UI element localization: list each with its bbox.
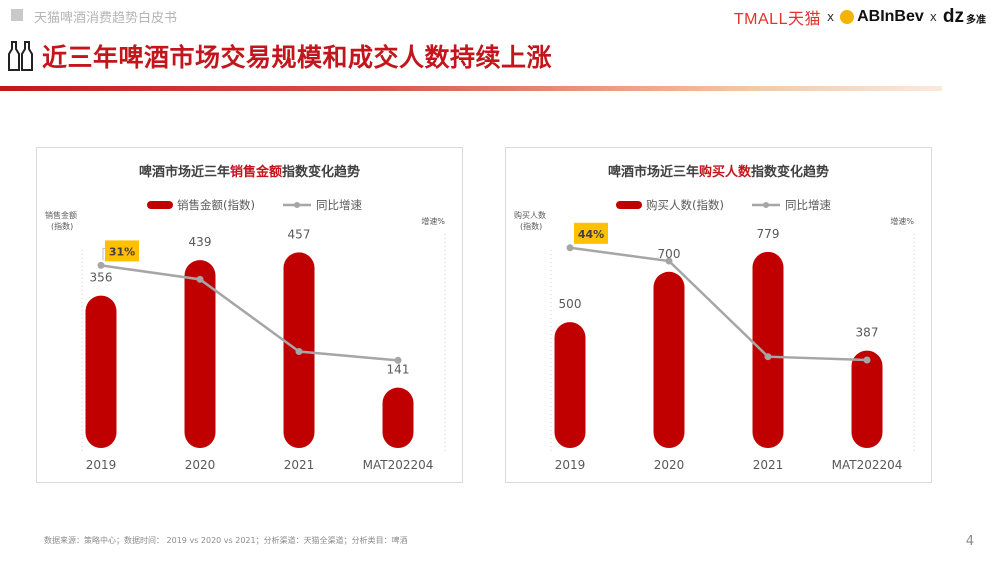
dz-logo-text: 多准 — [966, 15, 986, 26]
bar-value-label: 387 — [856, 326, 879, 340]
bar — [85, 295, 117, 448]
legend-swatch-bar — [616, 201, 642, 209]
partner-logos: TMALL天猫 x ABInBev x dz 多准 — [734, 5, 986, 29]
bar-value-label: 457 — [288, 227, 311, 241]
bar — [382, 387, 414, 448]
bar — [752, 251, 784, 448]
chart-title-highlight: 购买人数 — [699, 164, 752, 180]
legend-label-bar: 销售金额(指数) — [177, 198, 255, 212]
x-tick-label: 2020 — [654, 458, 685, 472]
growth-line — [569, 246, 868, 362]
growth-line-point — [863, 356, 871, 364]
buyers-index-chart-panel: 啤酒市场近三年购买人数指数变化趋势 购买人数(指数) 同比增速 购买人数 (指数) 增速%… — [505, 147, 932, 483]
growth-annotation-badge — [105, 240, 139, 262]
legend-marker-line — [763, 202, 769, 208]
logo-separator: x — [929, 10, 937, 24]
bar-value-label: 439 — [189, 235, 212, 249]
chart-title-prefix: 啤酒市场近三年 — [139, 164, 230, 180]
beer-bottles-icon — [8, 41, 33, 71]
legend-label-line: 同比增速 — [785, 198, 831, 212]
top-bar: 天猫啤酒消费趋势白皮书 TMALL天猫 x ABInBev x dz 多准 — [0, 0, 1000, 34]
y-axis-label-left: 购买人数 — [514, 210, 546, 220]
bar — [184, 260, 216, 448]
growth-line-point — [394, 356, 402, 364]
x-tick-label: 2019 — [86, 458, 117, 472]
chart-title-prefix: 啤酒市场近三年 — [608, 164, 699, 180]
chart-title-suffix: 指数变化趋势 — [751, 164, 829, 180]
x-tick-label: MAT202204 — [363, 458, 434, 472]
legend-label-bar: 购买人数(指数) — [646, 198, 724, 212]
chart-title-highlight: 销售金额 — [230, 164, 282, 180]
x-tick-label: 2020 — [185, 458, 216, 472]
growth-annotation-label: 31% — [109, 245, 135, 258]
chart-title: 啤酒市场近三年购买人数指数变化趋势 — [608, 164, 829, 180]
title-underline — [0, 86, 942, 91]
logo-separator: x — [826, 10, 835, 24]
x-tick-label: 2021 — [284, 458, 315, 472]
x-tick-label: 2021 — [753, 458, 784, 472]
growth-line — [100, 264, 399, 362]
y-axis-label-left-unit: (指数) — [520, 221, 542, 231]
growth-line-point — [97, 261, 105, 269]
bar — [653, 271, 685, 448]
sales-index-chart-panel: 啤酒市场近三年销售金额指数变化趋势 销售金额(指数) 同比增速 销售金额 (指数) 增速%… — [36, 147, 463, 483]
y-axis-label-left: 销售金额 — [45, 210, 77, 220]
legend-marker-line — [294, 202, 300, 208]
page-number: 4 — [965, 534, 974, 549]
y-axis-label-left-unit: (指数) — [51, 221, 73, 231]
legend-swatch-bar — [147, 201, 173, 209]
title-row: 近三年啤酒市场交易规模和成交人数持续上涨 — [8, 38, 552, 74]
tmall-logo: TMALL天猫 — [733, 11, 821, 28]
bar-value-label: 356 — [90, 271, 113, 285]
bar — [851, 350, 883, 448]
growth-line-point — [665, 257, 673, 265]
x-tick-label: MAT202204 — [832, 458, 903, 472]
page-title: 近三年啤酒市场交易规模和成交人数持续上涨 — [42, 43, 553, 72]
abinbev-logo: ABInBev — [840, 8, 924, 26]
x-tick-label: 2019 — [555, 458, 586, 472]
dz-logo: dz 多准 — [942, 6, 986, 27]
abinbev-mark-icon — [840, 10, 855, 24]
bar-value-label: 700 — [658, 247, 681, 261]
data-source-note: 数据来源：策略中心；数据时间： 2019 vs 2020 vs 2021；分析渠… — [44, 536, 408, 545]
y-axis-label-right: 增速% — [890, 216, 914, 226]
legend-label-line: 同比增速 — [316, 198, 362, 212]
abinbev-logo-text: ABInBev — [857, 8, 924, 25]
bar — [554, 322, 586, 448]
growth-annotation-label: 44% — [578, 228, 604, 241]
growth-annotation-badge — [574, 222, 608, 244]
bar-value-label: 141 — [387, 363, 410, 377]
growth-line-point — [196, 275, 204, 283]
y-axis-label-right: 增速% — [421, 216, 445, 226]
chart-title: 啤酒市场近三年销售金额指数变化趋势 — [139, 164, 360, 180]
growth-line-point — [295, 348, 303, 356]
annotation-leader — [102, 247, 105, 261]
chart-title-suffix: 指数变化趋势 — [282, 164, 360, 180]
header-square-icon — [11, 9, 23, 21]
bar-value-label: 779 — [757, 227, 780, 241]
growth-line-point — [566, 244, 574, 252]
bar-value-label: 500 — [559, 297, 582, 311]
dz-logo-mark: dz — [942, 6, 964, 27]
growth-line-point — [764, 353, 772, 361]
header-tag: 天猫啤酒消费趋势白皮书 — [34, 11, 178, 26]
